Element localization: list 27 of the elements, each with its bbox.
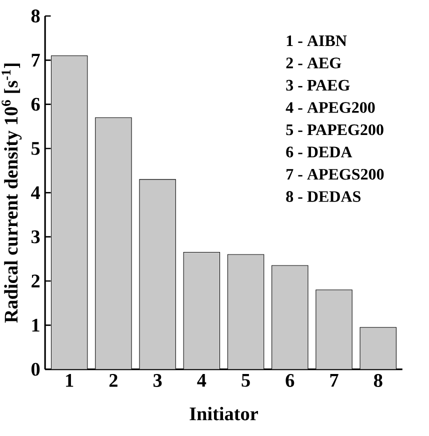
x-tick-label: 1	[66, 374, 74, 387]
y-tick-label: 0	[31, 362, 40, 376]
annotation: 7 - APEGS200	[286, 168, 384, 180]
annotation: 3 - PAEG	[286, 80, 350, 91]
y-tick-label: 1	[32, 318, 40, 332]
y-axis-title: Radical current density 10$^{6}$ [s$^{-1}$]	[2, 64, 22, 323]
x-tick-label: 7	[330, 374, 338, 387]
x-tick-label: 2	[109, 374, 118, 387]
y-tick-label: 6	[31, 98, 40, 111]
x-tick-label: 6	[286, 374, 294, 387]
annotation: 1 - AIBN	[286, 35, 347, 46]
annotation: 6 - DEDA	[286, 146, 352, 158]
annotation: 4 - APEG200	[286, 102, 375, 113]
y-tick-label: 3	[31, 230, 40, 244]
x-tick-label: 4	[197, 374, 206, 387]
y-tick-label: 4	[31, 186, 40, 199]
annotation: 8 - DEDAS	[286, 191, 360, 202]
y-tick-label: 2	[32, 274, 40, 288]
y-tick-label: 8	[31, 10, 40, 22]
y-tick-label: 7	[32, 54, 40, 66]
x-tick-label: 3	[153, 374, 162, 387]
x-tick-label: 8	[374, 374, 382, 387]
y-tick-label: 5	[32, 142, 40, 155]
annotation: 5 - PAPEG200	[286, 124, 384, 136]
x-tick-label: 5	[242, 374, 250, 387]
annotation: 2 - AEG	[286, 58, 342, 68]
x-axis-title: Initiator	[190, 406, 258, 420]
